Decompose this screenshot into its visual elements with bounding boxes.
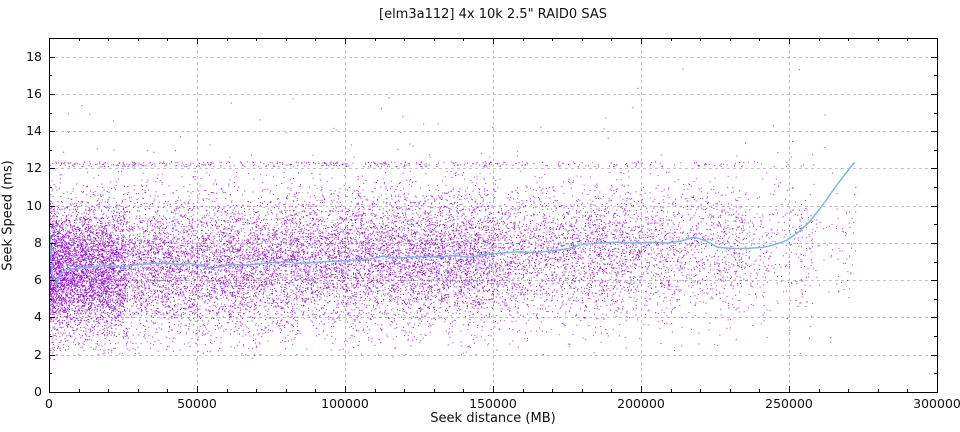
y-tick-label: 16	[26, 85, 42, 101]
x-tick-label: 300000	[913, 396, 960, 411]
y-tick-label: 12	[26, 160, 42, 176]
x-tick-label: 100000	[321, 396, 369, 411]
y-tick-label: 10	[26, 197, 42, 213]
y-tick-label: 8	[34, 234, 42, 250]
x-tick-label: 250000	[765, 396, 813, 411]
y-tick-label: 0	[34, 384, 42, 399]
y-tick-label: 6	[34, 272, 42, 288]
chart-title: [elm3a112] 4x 10k 2.5" RAID0 SAS	[379, 7, 607, 22]
x-axis-label: Seek distance (MB)	[430, 411, 556, 426]
x-tick-label: 150000	[469, 396, 517, 411]
y-tick-label: 2	[34, 346, 42, 362]
x-tick-label: 50000	[177, 396, 217, 411]
x-tick-label: 0	[45, 396, 53, 411]
y-tick-label: 4	[34, 309, 42, 325]
x-tick-label: 200000	[617, 396, 665, 411]
y-tick-label: 18	[26, 48, 42, 64]
y-tick-label: 14	[26, 123, 42, 139]
